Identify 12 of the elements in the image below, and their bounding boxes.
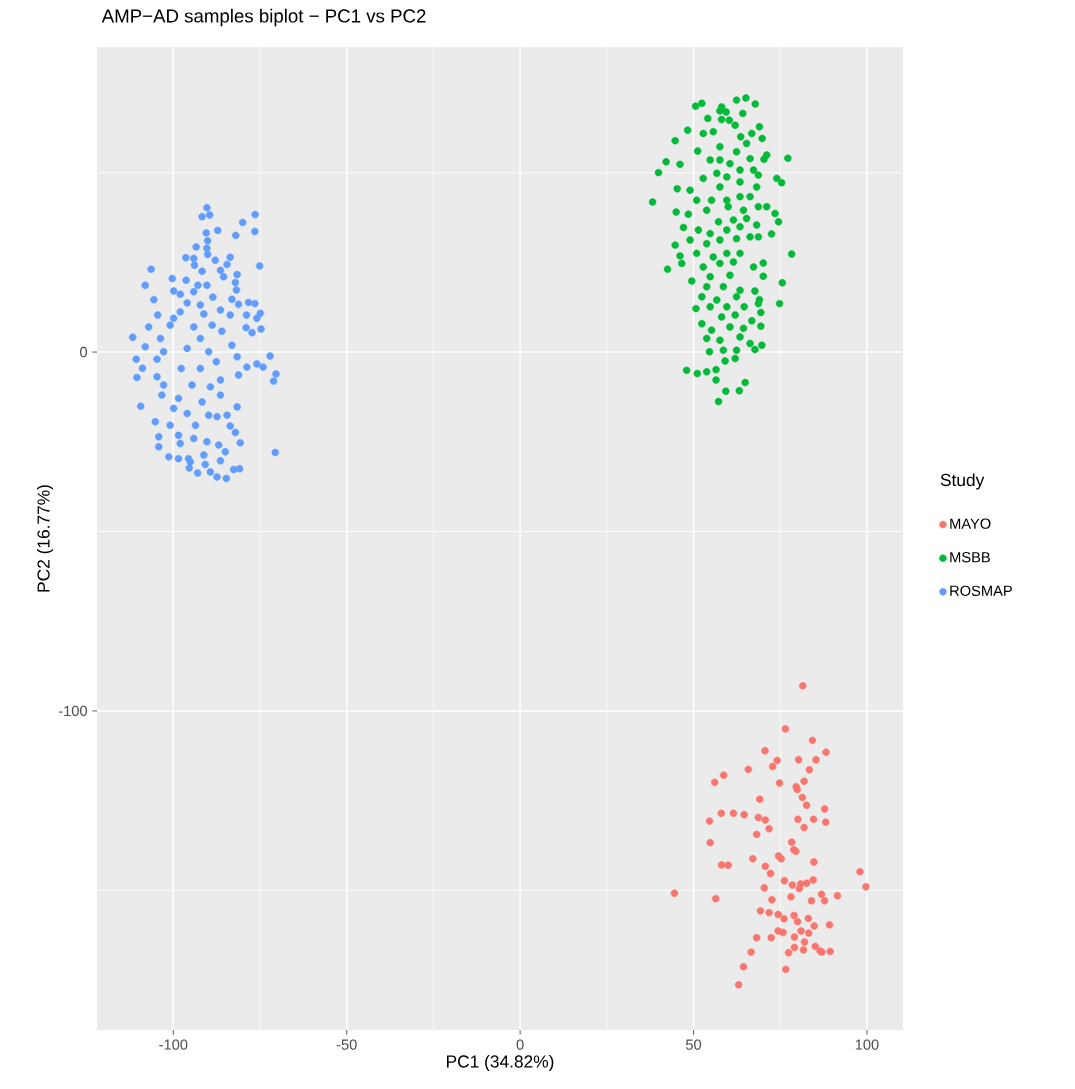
x-tick-label: 0 (516, 1039, 524, 1050)
legend-title: Study (940, 473, 985, 490)
x-tick-label: -50 (336, 1039, 357, 1050)
x-tick-label: -100 (159, 1039, 188, 1050)
legend-label: MAYO (950, 518, 991, 529)
x-axis-title: PC1 (34.82%) (446, 1054, 554, 1072)
legend-label: MSBB (950, 552, 990, 563)
chart-title: AMP−AD samples biplot − PC1 vs PC2 (101, 8, 426, 27)
x-tick-label: 100 (855, 1039, 879, 1050)
x-tick-label: 50 (685, 1039, 702, 1050)
legend-label: ROSMAP (950, 585, 1012, 596)
y-axis-title: PC2 (16.77%) (36, 485, 54, 592)
